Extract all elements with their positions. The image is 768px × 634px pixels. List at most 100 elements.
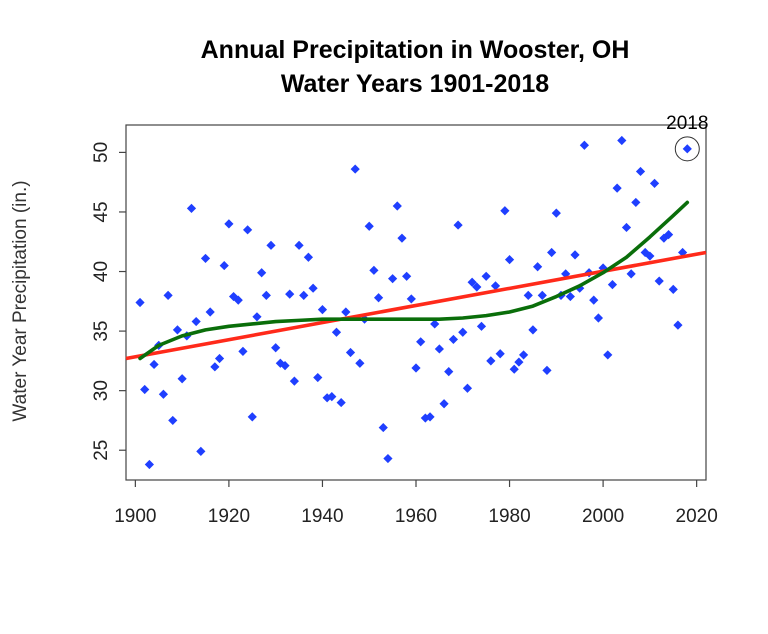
data-point-1921 xyxy=(228,291,239,302)
y-tick-label-25: 25 xyxy=(91,440,112,461)
data-point-1945 xyxy=(341,307,351,317)
data-point-1961 xyxy=(416,337,426,347)
data-point-1998 xyxy=(589,295,599,305)
data-point-2013 xyxy=(659,233,669,243)
data-point-2012 xyxy=(654,276,664,286)
data-point-1971 xyxy=(462,383,473,393)
data-point-1930 xyxy=(271,343,281,353)
chart-subtitle: Water Years 1901-2018 xyxy=(281,70,549,98)
chart-title: Annual Precipitation in Wooster, OH xyxy=(201,36,630,64)
data-point-1983 xyxy=(518,350,529,360)
y-axis-label: Water Year Precipitation (in.) xyxy=(10,180,31,421)
data-point-1904 xyxy=(149,359,159,370)
data-point-1984 xyxy=(523,290,533,300)
data-point-1992 xyxy=(561,269,571,279)
x-tick-label-1980: 1980 xyxy=(488,506,530,527)
data-point-1972 xyxy=(467,277,477,287)
data-point-2001 xyxy=(603,350,613,360)
data-point-1969 xyxy=(453,220,463,230)
data-point-1968 xyxy=(448,334,459,345)
data-point-1909 xyxy=(172,325,183,335)
data-point-2006 xyxy=(626,269,636,279)
data-point-1931 xyxy=(275,358,285,368)
data-point-1919 xyxy=(219,260,229,271)
plot-frame xyxy=(125,124,707,481)
data-point-2014 xyxy=(663,229,674,240)
data-point-1957 xyxy=(397,233,407,243)
y-tick-label-35: 35 xyxy=(91,321,112,342)
data-point-1938 xyxy=(308,283,318,293)
data-point-2015 xyxy=(668,284,678,294)
data-point-2005 xyxy=(621,222,632,233)
annotation-circle-2018 xyxy=(674,136,700,162)
data-point-1946 xyxy=(345,347,356,358)
data-point-1954 xyxy=(383,453,393,464)
data-point-1994 xyxy=(570,250,580,260)
data-point-1962 xyxy=(420,413,430,423)
data-point-1973 xyxy=(472,282,482,292)
data-point-1907 xyxy=(163,290,173,300)
data-point-1960 xyxy=(411,363,421,373)
x-tick-label-1920: 1920 xyxy=(208,506,250,527)
data-point-1914 xyxy=(196,446,206,457)
series-annual-precipitation xyxy=(135,135,692,470)
data-point-1979 xyxy=(500,206,510,216)
data-point-1966 xyxy=(439,399,449,409)
data-point-1986 xyxy=(533,262,543,272)
data-point-2004 xyxy=(617,135,627,146)
data-point-2007 xyxy=(631,197,641,208)
data-point-1934 xyxy=(289,376,299,386)
y-tick-label-50: 50 xyxy=(91,142,112,163)
data-point-1924 xyxy=(243,225,253,235)
data-point-1990 xyxy=(551,208,561,218)
x-tick-label-1900: 1900 xyxy=(114,506,156,527)
data-point-1974 xyxy=(476,321,487,331)
data-point-2003 xyxy=(612,183,622,193)
data-point-1927 xyxy=(257,268,267,278)
data-point-1959 xyxy=(406,294,416,304)
data-point-1988 xyxy=(542,365,552,376)
data-point-1956 xyxy=(392,201,402,211)
data-point-1901 xyxy=(135,297,145,308)
data-point-1987 xyxy=(537,290,547,300)
series-linear-trend-line xyxy=(125,250,707,361)
data-point-1918 xyxy=(214,353,225,364)
data-point-2008 xyxy=(635,166,646,177)
data-point-1903 xyxy=(144,459,154,470)
data-point-1999 xyxy=(593,313,604,323)
y-axis: 25 30 35 40 45 50 xyxy=(91,142,126,461)
data-point-1952 xyxy=(373,293,384,303)
data-point-1926 xyxy=(252,312,262,322)
data-point-1917 xyxy=(210,362,220,372)
series-layer xyxy=(125,135,707,470)
data-point-1910 xyxy=(177,374,187,384)
data-point-1964 xyxy=(430,319,440,329)
data-point-1965 xyxy=(434,344,444,354)
data-point-1937 xyxy=(303,252,314,262)
data-point-1976 xyxy=(486,356,496,366)
data-point-1942 xyxy=(327,392,337,402)
data-point-1908 xyxy=(168,415,178,426)
data-point-1939 xyxy=(313,372,323,383)
data-point-1989 xyxy=(547,247,557,258)
data-point-1943 xyxy=(331,327,342,337)
y-tick-label-45: 45 xyxy=(91,201,112,222)
data-point-1916 xyxy=(205,307,215,317)
data-point-1928 xyxy=(261,290,271,300)
data-point-1996 xyxy=(579,140,589,150)
data-point-1948 xyxy=(355,358,365,368)
data-point-2016 xyxy=(673,320,683,330)
data-point-1902 xyxy=(140,384,150,395)
data-point-1923 xyxy=(238,346,248,356)
data-point-1947 xyxy=(350,164,360,174)
data-point-1925 xyxy=(247,412,257,422)
data-point-1982 xyxy=(514,357,524,367)
data-point-1912 xyxy=(186,203,197,213)
data-point-1929 xyxy=(266,240,276,250)
data-point-1920 xyxy=(224,219,234,229)
data-point-1944 xyxy=(336,397,346,408)
x-axis: 1900 1920 1940 1960 1980 2000 2020 xyxy=(114,480,718,527)
annotation-label-2018: 2018 xyxy=(666,113,708,134)
x-tick-label-1960: 1960 xyxy=(395,506,437,527)
